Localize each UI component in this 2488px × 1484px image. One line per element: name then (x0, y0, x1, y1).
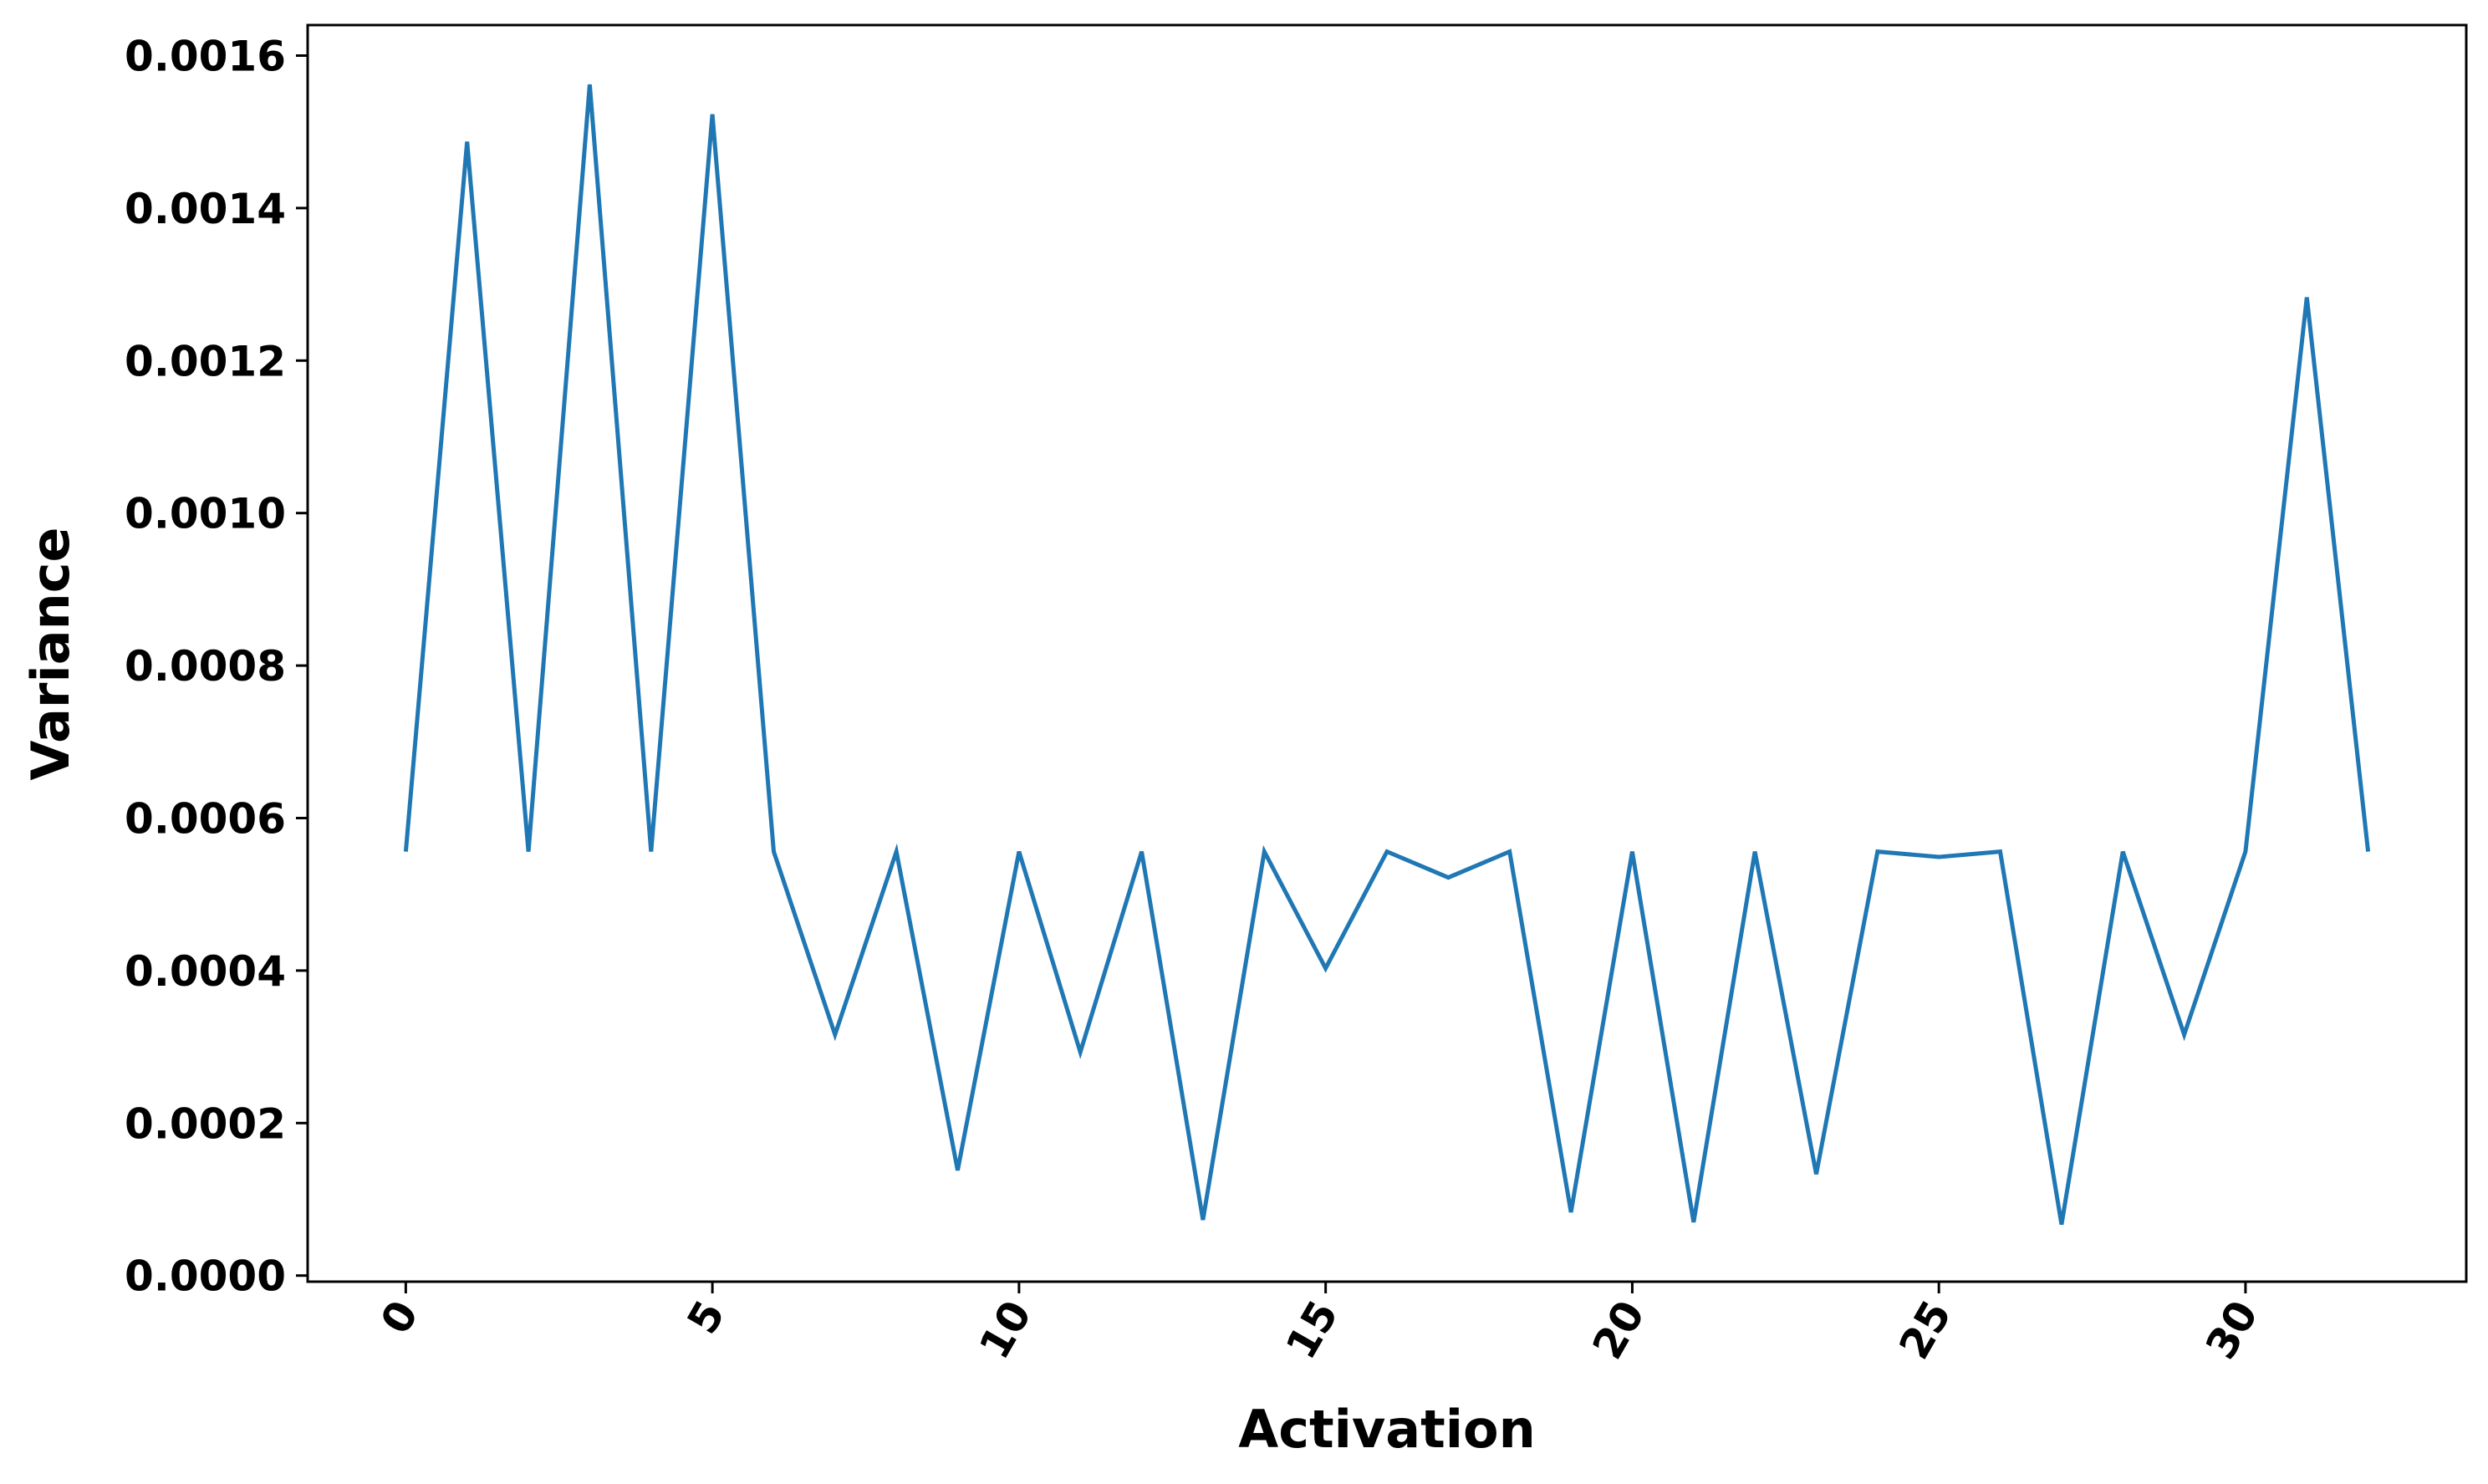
y-tick-label: 0.0010 (125, 490, 286, 538)
y-tick-label: 0.0012 (125, 337, 286, 385)
x-axis-label: Activation (1238, 1399, 1536, 1460)
y-axis: 0.0000 0.0002 0.0004 0.0006 0.0008 0.0010 0.00… (125, 32, 308, 1301)
y-tick-label: 0.0008 (125, 642, 286, 691)
y-tick-label: 0.0000 (125, 1252, 286, 1301)
y-tick-label: 0.0014 (125, 185, 286, 233)
y-tick-label: 0.0002 (125, 1099, 286, 1148)
plot-frame (306, 23, 2468, 1283)
series-line (403, 84, 2371, 1226)
y-tick-label: 0.0016 (125, 32, 286, 80)
y-tick-label: 0.0006 (125, 794, 286, 843)
y-tick-label: 0.0004 (125, 947, 286, 996)
y-axis-label: Variance (20, 527, 81, 780)
series-layer (403, 84, 2371, 1226)
